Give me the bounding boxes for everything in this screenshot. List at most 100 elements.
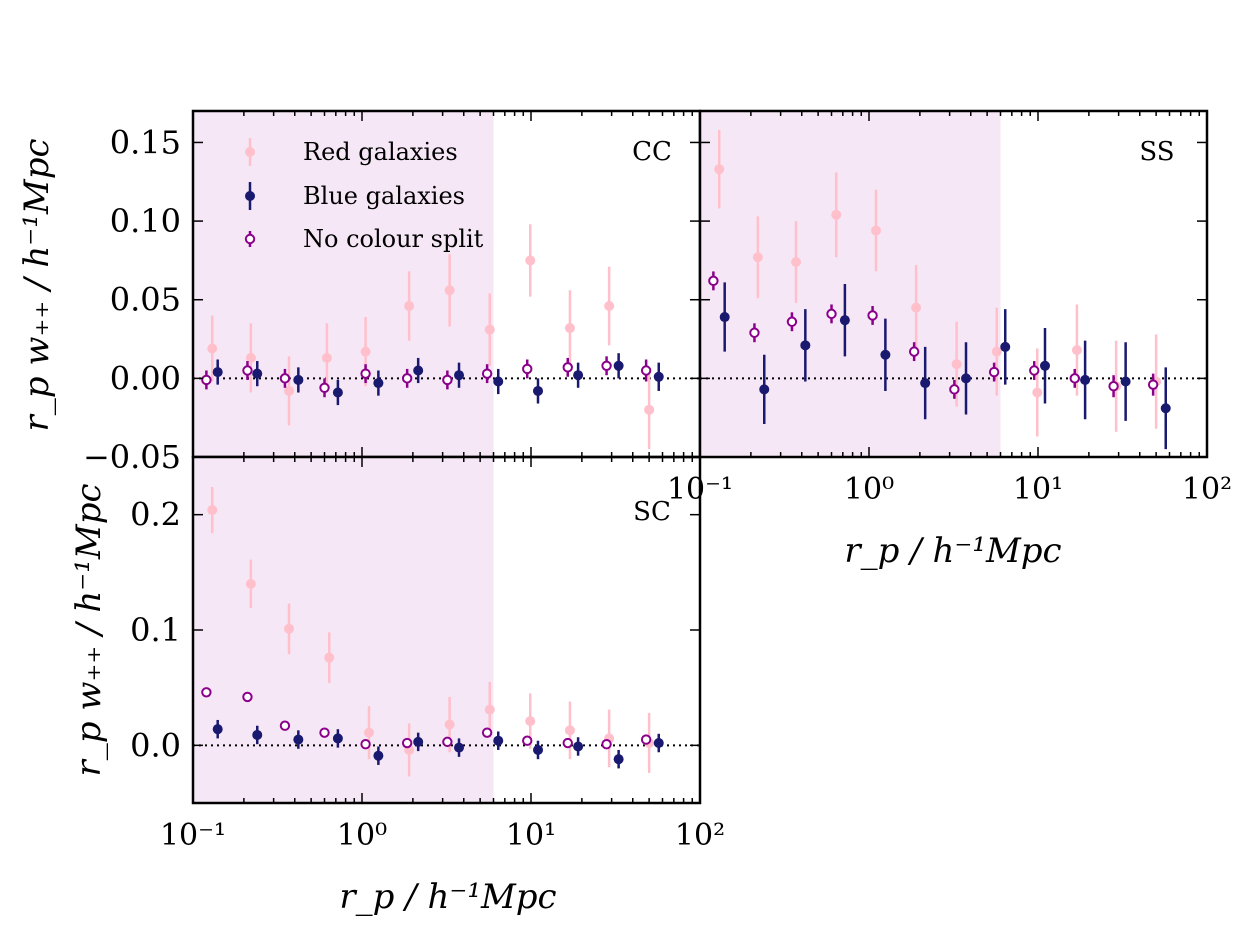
x-axis-label-bottom: r_p / h⁻¹Mpc	[339, 877, 556, 917]
cc-blue-galaxies-point	[532, 385, 543, 396]
cc-y-tick-label: 0.05	[110, 281, 181, 319]
cc-y-tick-label: 0.00	[110, 359, 181, 397]
cc-y-tick-label: 0.15	[110, 123, 181, 161]
sc-blue-galaxies-point	[454, 742, 465, 753]
cc-no-colour-split-point	[201, 374, 212, 386]
panel-cc: −0.05 0.00 0.05 0.10 0.15	[83, 109, 702, 476]
sc-red-galaxies-point	[525, 716, 536, 727]
sc-no-colour-split-point	[401, 737, 413, 749]
cc-no-colour-split-point	[242, 365, 253, 376]
ss-blue-galaxies-point	[1080, 374, 1091, 385]
sc-blue-galaxies-point	[493, 735, 504, 746]
sc-no-colour-split-point	[522, 735, 533, 746]
ss-x-tick-label: 10¹	[1013, 472, 1063, 507]
cc-blue-galaxies-point	[212, 367, 223, 378]
sc-x-tick-label: 10²	[675, 818, 725, 853]
y-axis-label-top: r_p w₊₊ / h⁻¹Mpc	[17, 139, 57, 432]
sc-blue-galaxies-point	[413, 736, 424, 747]
sc-no-colour-split-point	[442, 736, 453, 748]
panel-label-sc: SC	[633, 497, 671, 527]
cc-no-colour-split-point	[401, 373, 413, 384]
cc-no-colour-split-point	[360, 368, 371, 379]
ss-no-colour-split-point	[908, 346, 920, 357]
ss-no-colour-split-point	[949, 384, 960, 395]
cc-red-galaxies-point	[484, 324, 495, 335]
sc-x-tick-label: 10⁻¹	[160, 818, 226, 853]
legend-label-red: Red galaxies	[303, 138, 458, 166]
ss-red-galaxies-point	[831, 209, 842, 220]
cc-no-colour-split-point	[522, 363, 533, 375]
sc-blue-galaxies-point	[573, 741, 584, 752]
ss-blue-galaxies-point	[759, 384, 770, 395]
cc-red-galaxies-point	[207, 343, 218, 354]
sc-blue-galaxies-point	[212, 724, 223, 735]
cc-blue-galaxies-point	[332, 387, 343, 398]
sc-y-tick-label: 0.0	[130, 726, 181, 764]
cc-red-galaxies-point	[404, 301, 415, 312]
ss-no-colour-split-point	[786, 316, 798, 327]
sc-no-colour-split-point	[242, 691, 253, 703]
ss-shaded-region	[700, 111, 1001, 457]
sc-red-galaxies-point	[207, 505, 218, 516]
ss-axes-frame	[698, 109, 1209, 459]
sc-blue-galaxies-point	[373, 750, 384, 761]
ss-x-tick-label: 10²	[1182, 472, 1232, 507]
cc-no-colour-split-point	[481, 368, 493, 379]
ss-red-galaxies-point	[714, 164, 725, 175]
cc-red-galaxies-point	[444, 285, 455, 296]
cc-red-galaxies-point	[284, 385, 295, 396]
ss-blue-galaxies-point	[719, 312, 730, 323]
ss-blue-galaxies-point	[920, 378, 931, 389]
panel-label-ss: SS	[1139, 137, 1174, 167]
ss-no-colour-split-point	[1029, 365, 1040, 376]
legend-marker-red	[245, 138, 255, 166]
cc-blue-galaxies-point	[493, 376, 504, 387]
legend-marker-blue	[245, 182, 255, 210]
panel-label-cc: CC	[632, 137, 672, 167]
cc-blue-galaxies-point	[653, 371, 664, 382]
sc-red-galaxies-point	[564, 725, 575, 736]
cc-no-colour-split-point	[601, 360, 612, 371]
cc-blue-galaxies-point	[454, 370, 465, 381]
y-axis-label-bottom: r_p w₊₊ / h⁻¹Mpc	[69, 484, 109, 777]
sc-blue-galaxies-point	[252, 729, 263, 740]
sc-red-galaxies-point	[324, 652, 335, 663]
ss-no-colour-split-point	[749, 327, 760, 338]
cc-no-colour-split-point	[319, 382, 330, 393]
sc-blue-galaxies-point	[332, 733, 343, 744]
ss-red-galaxies-point	[911, 302, 922, 313]
sc-red-galaxies-point	[444, 719, 455, 730]
ss-no-colour-split-point	[1069, 373, 1080, 384]
sc-no-colour-split-point	[319, 727, 330, 738]
ss-no-colour-split-point	[1147, 379, 1159, 390]
ss-no-colour-split-point	[708, 275, 719, 287]
ss-red-galaxies-point	[1032, 387, 1043, 398]
ss-blue-galaxies-point	[800, 340, 811, 351]
ss-blue-galaxies-point	[1160, 403, 1171, 414]
cc-no-colour-split-point	[279, 373, 291, 384]
legend-marker-all	[244, 231, 256, 247]
cc-no-colour-split-point	[442, 374, 453, 386]
cc-red-galaxies-point	[604, 301, 615, 312]
ss-blue-galaxies-point	[1000, 341, 1011, 352]
ss-blue-galaxies-point	[961, 373, 972, 384]
sc-blue-galaxies-point	[613, 754, 624, 765]
sc-red-galaxies-point	[284, 623, 295, 634]
cc-red-galaxies-point	[245, 352, 256, 363]
sc-red-galaxies-point	[484, 704, 495, 715]
cc-blue-galaxies-point	[252, 368, 263, 379]
cc-red-galaxies-point	[360, 346, 371, 357]
ss-red-galaxies-point	[1071, 345, 1082, 356]
panel-ss: 10⁻¹ 10⁰ 10¹ 10²	[667, 109, 1232, 507]
legend: Red galaxies Blue galaxies No colour spl…	[244, 138, 484, 253]
ss-blue-galaxies-point	[880, 349, 891, 360]
ss-red-galaxies-point	[752, 252, 763, 263]
legend-label-blue: Blue galaxies	[303, 182, 465, 210]
cc-y-tick-label: −0.05	[83, 438, 181, 476]
ss-blue-galaxies-point	[839, 315, 850, 326]
sc-no-colour-split-point	[279, 720, 291, 731]
ss-blue-galaxies-point	[1039, 360, 1050, 371]
cc-blue-galaxies-point	[373, 378, 384, 389]
sc-no-colour-split-point	[481, 727, 493, 738]
